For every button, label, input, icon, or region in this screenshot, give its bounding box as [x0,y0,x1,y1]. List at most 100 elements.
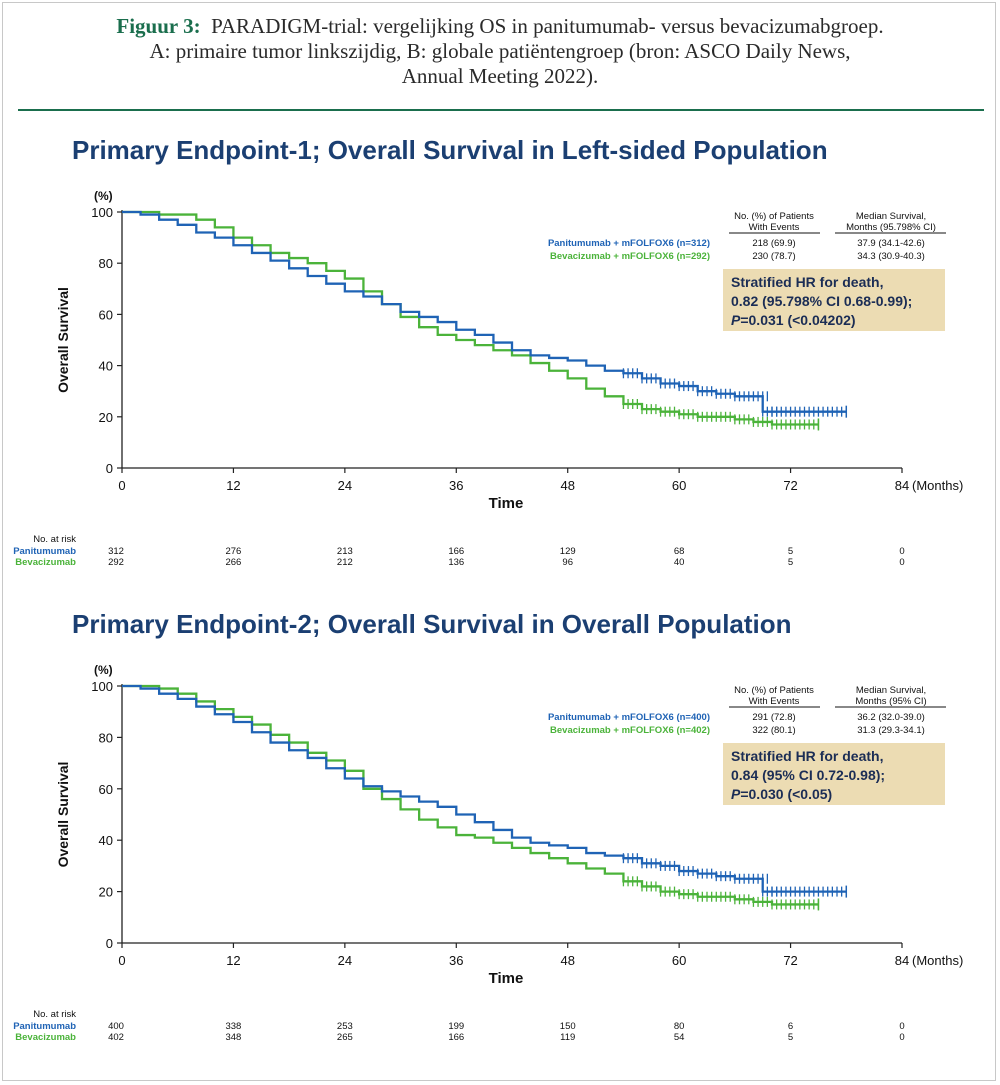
legend-col2-header: Months (95.798% CI) [846,222,936,233]
hr-p-value: =0.031 (<0.04202) [740,312,855,328]
legend-series-label: Panitumumab + mFOLFOX6 (n=312) [548,238,710,249]
x-tick-label: 72 [783,478,797,493]
risk-table-value: 338 [225,1021,241,1032]
y-tick-label: 0 [106,936,113,951]
risk-table-value: 0 [899,557,904,568]
x-tick-label: 24 [338,478,352,493]
x-tick-label: 0 [118,478,125,493]
risk-table-value: 119 [560,1032,575,1043]
risk-table-value: 5 [788,557,793,568]
legend-events: 218 (69.9) [752,238,795,249]
risk-table-value: 129 [560,546,576,557]
y-tick-label: 80 [99,730,113,745]
risk-table-value: 150 [560,1021,576,1032]
y-axis-label: Overall Survival [55,287,71,393]
x-tick-label: 36 [449,478,463,493]
y-tick-label: 20 [99,885,113,900]
y-tick-label: 0 [106,461,113,476]
legend-col2-header: Median Survival, [856,685,926,696]
chart-title: Primary Endpoint-1; Overall Survival in … [72,135,828,165]
risk-table-row-label: Bevacizumab [15,1032,76,1043]
caption-line-3: Annual Meeting 2022). [401,64,599,88]
y-axis-label: Overall Survival [55,762,71,868]
x-tick-label: 84 [895,478,909,493]
x-tick-label: 0 [118,953,125,968]
risk-table-value: 400 [108,1021,124,1032]
y-unit-label: (%) [94,663,113,677]
risk-table-value: 6 [788,1021,793,1032]
risk-table-value: 166 [448,1032,464,1043]
caption-line-2: A: primaire tumor linkszijdig, B: global… [149,39,851,63]
chart-panel-2: Primary Endpoint-2; Overall Survival in … [13,609,963,1043]
hr-line-1: Stratified HR for death, [731,748,883,764]
y-tick-label: 20 [99,410,113,425]
risk-table-value: 292 [108,557,124,568]
hr-line-2: 0.84 (95% CI 0.72-0.98); [731,767,885,783]
x-tick-label: 36 [449,953,463,968]
caption-lead: Figuur 3: [116,14,201,38]
risk-table-row-label: Panitumumab [13,546,76,557]
x-unit-label: (Months) [912,953,963,968]
x-tick-label: 60 [672,478,686,493]
hr-line-1: Stratified HR for death, [731,274,883,290]
risk-table-value: 5 [788,546,793,557]
legend-col2-header: Months (95% CI) [855,696,926,707]
figure-caption: Figuur 3: PARADIGM-trial: vergelijking O… [0,14,1000,89]
caption-line-1: PARADIGM-trial: vergelijking OS in panit… [211,14,884,38]
risk-table-value: 136 [448,557,464,568]
x-tick-label: 84 [895,953,909,968]
y-unit-label: (%) [94,189,113,203]
survival-curve-bevacizumab [122,684,819,906]
legend-series-label: Bevacizumab + mFOLFOX6 (n=292) [550,251,710,262]
legend-series-label: Bevacizumab + mFOLFOX6 (n=402) [550,725,710,736]
hr-box [723,269,945,331]
risk-table-value: 213 [337,546,353,557]
legend-median: 34.3 (30.9-40.3) [857,251,925,262]
risk-table-row-label: Panitumumab [13,1021,76,1032]
chart-panel-1: Primary Endpoint-1; Overall Survival in … [13,135,963,568]
risk-table-value: 348 [225,1032,241,1043]
y-tick-label: 60 [99,782,113,797]
x-tick-label: 72 [783,953,797,968]
risk-table-value: 402 [108,1032,124,1043]
y-tick-label: 100 [91,205,113,220]
hr-line-2: 0.82 (95.798% CI 0.68-0.99); [731,293,912,309]
legend-col2-header: Median Survival, [856,211,926,222]
risk-table-value: 96 [562,557,573,568]
risk-table-value: 253 [337,1021,353,1032]
risk-table-value: 266 [225,557,241,568]
legend-events: 291 (72.8) [752,712,795,723]
risk-table-header: No. at risk [33,1009,76,1020]
y-tick-label: 100 [91,679,113,694]
x-tick-label: 60 [672,953,686,968]
legend-events: 322 (80.1) [752,725,795,736]
legend-col1-header: No. (%) of Patients [734,211,814,222]
risk-table-value: 265 [337,1032,353,1043]
legend-col1-header: With Events [749,222,800,233]
legend-col1-header: With Events [749,696,800,707]
y-tick-label: 40 [99,833,113,848]
risk-table-value: 166 [448,546,464,557]
x-unit-label: (Months) [912,478,963,493]
chart-title: Primary Endpoint-2; Overall Survival in … [72,609,792,639]
risk-table-value: 80 [674,1021,685,1032]
x-axis-label: Time [489,970,524,987]
risk-table-value: 0 [899,546,904,557]
risk-table-value: 5 [788,1032,793,1043]
risk-table-value: 40 [674,557,685,568]
risk-table-value: 68 [674,546,685,557]
caption-divider [18,109,984,111]
risk-table-value: 276 [225,546,241,557]
hr-line-3: P=0.031 (<0.04202) [731,312,856,328]
risk-table-value: 54 [674,1032,685,1043]
legend-col1-header: No. (%) of Patients [734,685,814,696]
risk-table-value: 312 [108,546,124,557]
y-tick-label: 80 [99,256,113,271]
x-tick-label: 12 [226,953,240,968]
hr-p-symbol: P [731,786,741,802]
hr-p-symbol: P [731,312,741,328]
hr-p-value: =0.030 (<0.05) [740,786,832,802]
risk-table-value: 212 [337,557,353,568]
legend-median: 31.3 (29.3-34.1) [857,725,925,736]
